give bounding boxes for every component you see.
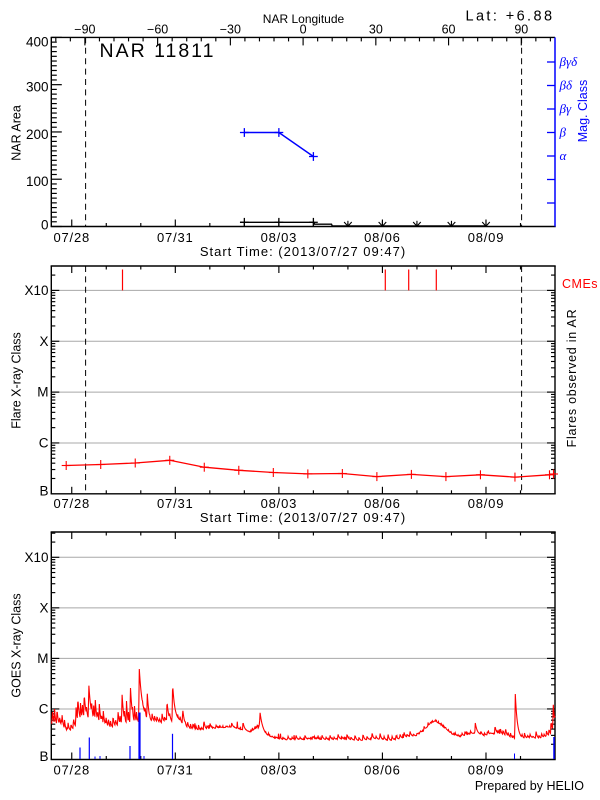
svg-text:07/31: 07/31 xyxy=(157,496,194,511)
svg-text:30: 30 xyxy=(369,23,383,37)
svg-text:08/03: 08/03 xyxy=(261,496,298,511)
svg-text:βγ: βγ xyxy=(559,101,572,116)
svg-text:−60: −60 xyxy=(147,23,168,37)
svg-text:NAR Longitude: NAR Longitude xyxy=(263,12,345,26)
svg-text:100: 100 xyxy=(26,174,49,189)
svg-text:X10: X10 xyxy=(24,550,48,565)
svg-text:NAR 11811: NAR 11811 xyxy=(100,40,216,62)
svg-text:0: 0 xyxy=(300,23,307,37)
svg-text:B: B xyxy=(39,749,48,764)
svg-text:GOES X-ray Class: GOES X-ray Class xyxy=(9,593,23,697)
svg-text:08/03: 08/03 xyxy=(261,230,298,245)
svg-text:Lat: +6.88: Lat: +6.88 xyxy=(466,9,555,25)
svg-text:07/28: 07/28 xyxy=(53,496,90,511)
svg-text:08/06: 08/06 xyxy=(364,763,401,778)
svg-text:90: 90 xyxy=(514,23,528,37)
svg-text:Flare X-ray Class: Flare X-ray Class xyxy=(9,332,23,429)
svg-text:C: C xyxy=(39,435,49,450)
svg-text:07/28: 07/28 xyxy=(53,763,90,778)
svg-text:X: X xyxy=(39,334,48,349)
svg-text:07/28: 07/28 xyxy=(53,230,90,245)
svg-text:Prepared by HELIO: Prepared by HELIO xyxy=(475,779,584,793)
svg-text:C: C xyxy=(39,701,49,716)
svg-text:200: 200 xyxy=(26,127,49,142)
svg-text:08/09: 08/09 xyxy=(468,763,505,778)
svg-text:Mag. Class: Mag. Class xyxy=(576,80,590,143)
svg-text:0: 0 xyxy=(41,218,49,233)
svg-text:βγδ: βγδ xyxy=(559,54,579,69)
svg-text:07/31: 07/31 xyxy=(157,230,194,245)
svg-text:β: β xyxy=(559,125,567,140)
svg-text:−30: −30 xyxy=(220,23,241,37)
svg-text:B: B xyxy=(39,483,48,498)
svg-text:60: 60 xyxy=(442,23,456,37)
svg-text:08/06: 08/06 xyxy=(364,230,401,245)
svg-text:CMEs: CMEs xyxy=(562,277,598,291)
svg-text:α: α xyxy=(560,148,568,163)
svg-text:X: X xyxy=(39,600,48,615)
svg-text:08/09: 08/09 xyxy=(468,496,505,511)
svg-text:300: 300 xyxy=(26,79,49,94)
svg-text:08/09: 08/09 xyxy=(468,230,505,245)
svg-text:M: M xyxy=(37,385,48,400)
svg-text:−90: −90 xyxy=(74,23,95,37)
svg-text:Start Time: (2013/07/27 09:47): Start Time: (2013/07/27 09:47) xyxy=(200,244,406,259)
svg-text:X10: X10 xyxy=(24,283,48,298)
svg-text:Start Time: (2013/07/27 09:47): Start Time: (2013/07/27 09:47) xyxy=(200,510,406,525)
svg-text:Flares observed in AR: Flares observed in AR xyxy=(565,309,579,448)
svg-text:07/31: 07/31 xyxy=(157,763,194,778)
svg-text:08/03: 08/03 xyxy=(261,763,298,778)
svg-text:M: M xyxy=(37,651,48,666)
svg-text:NAR Area: NAR Area xyxy=(9,105,23,161)
svg-text:βδ: βδ xyxy=(559,78,573,93)
svg-text:08/06: 08/06 xyxy=(364,496,401,511)
svg-text:400: 400 xyxy=(26,34,49,49)
